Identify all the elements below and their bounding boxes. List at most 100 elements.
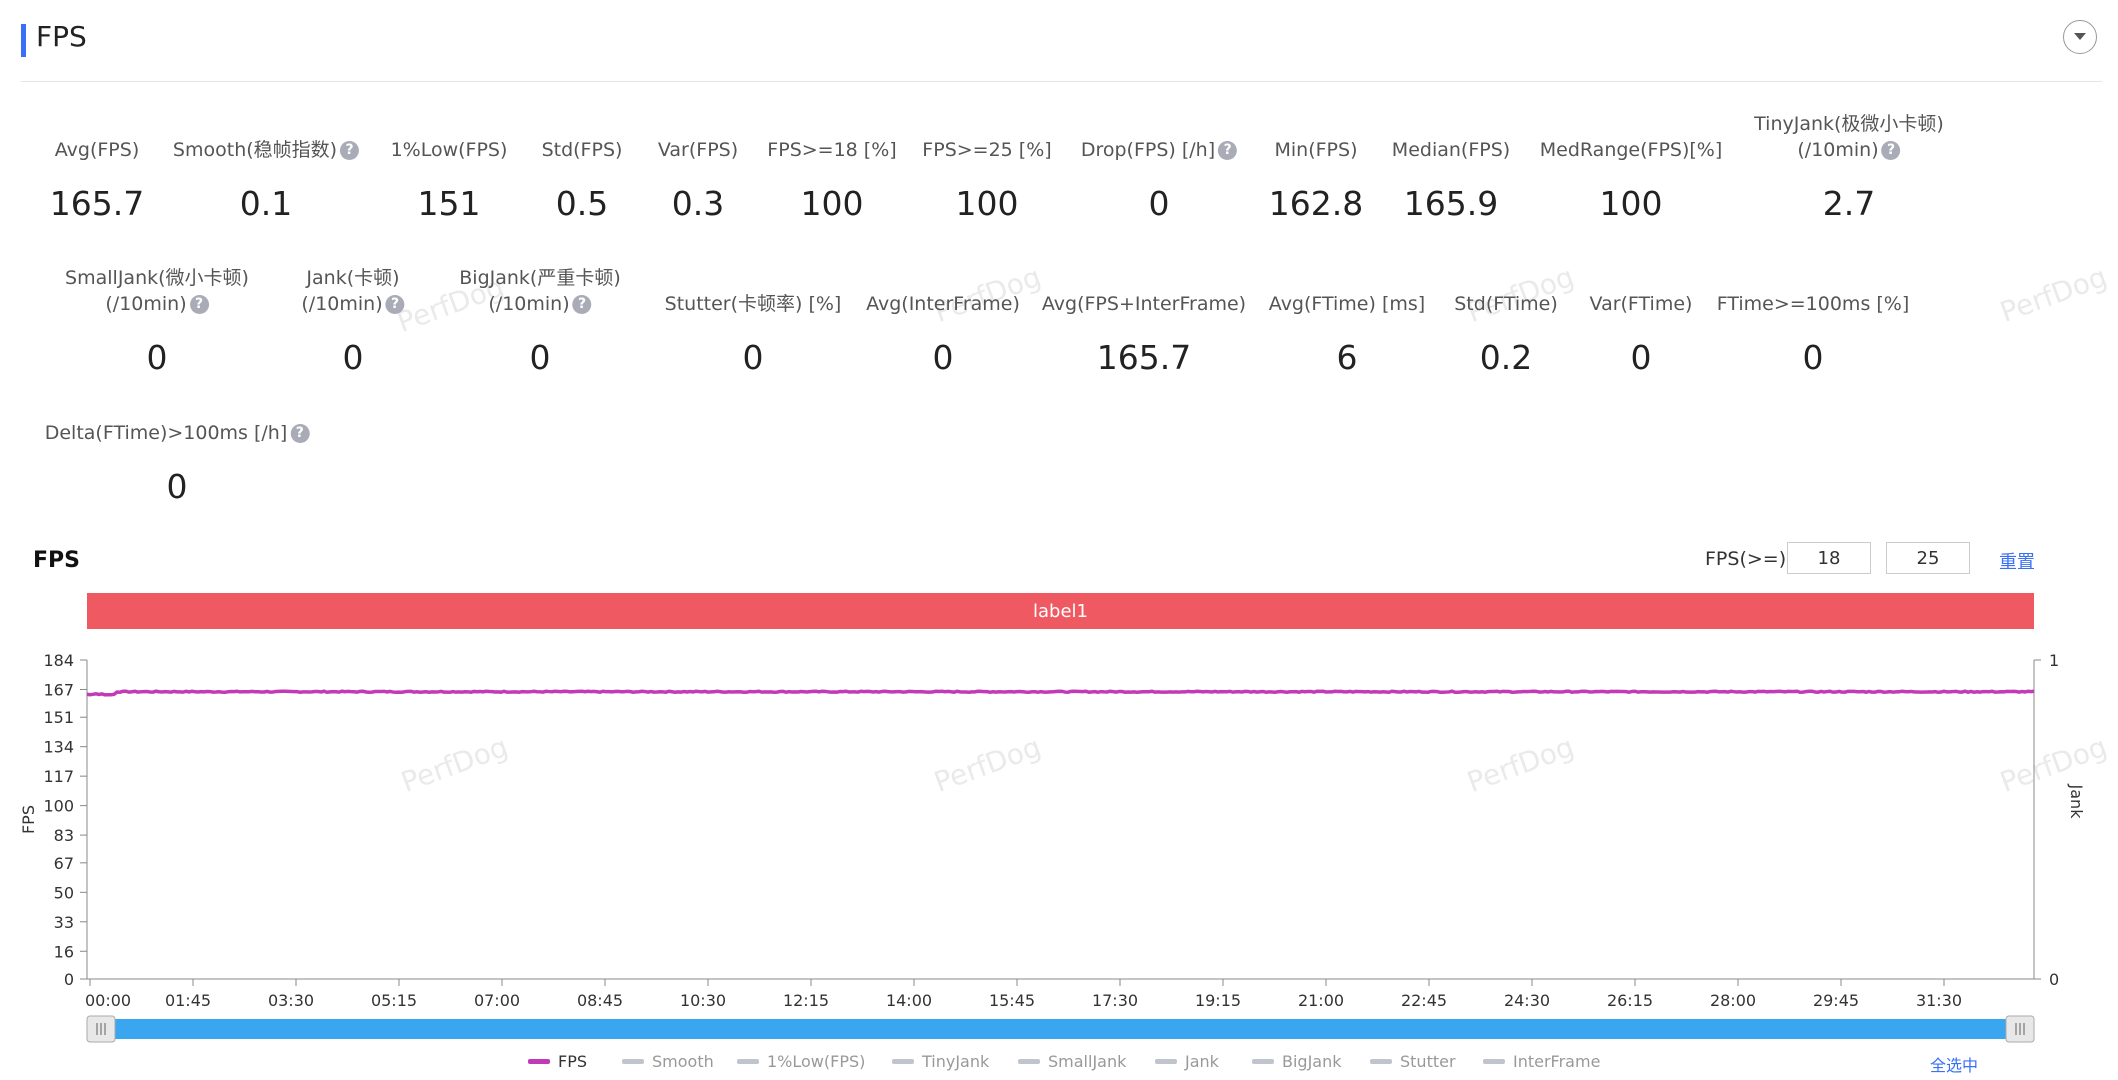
metric-label-text: FPS>=25 [%] <box>922 139 1052 161</box>
metric-label: Std(FTime) <box>1454 291 1558 317</box>
metric-value: 162.8 <box>1268 184 1364 223</box>
metric-value: 0.2 <box>1479 338 1533 377</box>
metric-label-text: FPS>=18 [%] <box>767 139 897 161</box>
legend-swatch <box>1018 1059 1040 1064</box>
y-tick-label: 184 <box>43 651 74 670</box>
metric-label-text: Var(FPS) <box>657 139 739 161</box>
help-icon[interactable]: ? <box>385 295 405 314</box>
legend-item-bigjank[interactable]: BigJank <box>1252 1052 1342 1071</box>
legend-label: TinyJank <box>922 1052 990 1071</box>
metric-label: Drop(FPS) [/h]? <box>1081 137 1238 163</box>
metric-value: 0.3 <box>671 184 725 223</box>
metric-label-unit: (/10min)? <box>65 291 249 317</box>
help-icon[interactable]: ? <box>290 424 310 443</box>
metric-value: 2.7 <box>1822 184 1876 223</box>
metric-label-text: Min(FPS) <box>1274 139 1358 161</box>
legend-item-fps[interactable]: FPS <box>528 1052 587 1071</box>
metric-label-unit-text: (/10min) <box>105 293 187 315</box>
legend-item-1-low-fps-[interactable]: 1%Low(FPS) <box>737 1052 865 1071</box>
y-tick-label: 16 <box>54 942 74 961</box>
metric-label: Avg(FPS+InterFrame) <box>1042 291 1246 317</box>
help-icon[interactable]: ? <box>340 141 360 160</box>
x-tick-label: 28:00 <box>1710 991 1756 1010</box>
y-axis-label: FPS <box>19 805 38 834</box>
metric-label-text: Std(FPS) <box>541 139 623 161</box>
fps-chart[interactable]: 0 16 33 50 67 83 100 117 134 151 167 184 0 1 FPS Jank 00… <box>0 640 2118 1080</box>
help-icon[interactable]: ? <box>1218 141 1238 160</box>
x-tick-label: 21:00 <box>1298 991 1344 1010</box>
watermark: PerfDog <box>1995 260 2112 329</box>
metric-label-text: MedRange(FPS)[%] <box>1539 139 1723 161</box>
y-tick-label: 100 <box>43 797 74 816</box>
chart-section-title: FPS <box>33 548 80 573</box>
metric-label: Delta(FTime)>100ms [/h]? <box>45 420 310 446</box>
legend-swatch <box>528 1059 550 1064</box>
metric-label: Smooth(稳帧指数)? <box>172 137 360 163</box>
metric-label-text: Median(FPS) <box>1391 139 1511 161</box>
metric-label-text: 1%Low(FPS) <box>390 139 508 161</box>
metric-value: 0 <box>742 338 764 377</box>
label-bar[interactable]: label1 <box>87 593 2034 629</box>
metric-label: Avg(InterFrame) <box>866 291 1020 317</box>
x-tick-label: 29:45 <box>1813 991 1859 1010</box>
y-tick-label: 50 <box>54 883 74 902</box>
legend-item-jank[interactable]: Jank <box>1155 1052 1219 1071</box>
select-all-link[interactable]: 全选中 <box>1930 1056 1979 1075</box>
y-tick-label: 134 <box>43 738 74 757</box>
legend-item-tinyjank[interactable]: TinyJank <box>892 1052 989 1071</box>
metric-label-text: Delta(FTime)>100ms [/h] <box>44 422 288 444</box>
legend-label: FPS <box>558 1052 588 1071</box>
metric-label-text: Jank(卡顿) <box>306 267 400 289</box>
collapse-button[interactable] <box>2063 20 2097 54</box>
fps-threshold-input-1[interactable] <box>1787 542 1871 574</box>
metric-label: Stutter(卡顿率) [%] <box>665 291 842 317</box>
metric-label: BigJank(严重卡顿) (/10min)? <box>459 265 621 317</box>
header-divider <box>21 81 2102 82</box>
metric-label-text: Var(FTime) <box>1589 293 1693 315</box>
metric-label: FTime>=100ms [%] <box>1717 291 1910 317</box>
x-tick-label: 15:45 <box>989 991 1035 1010</box>
legend-swatch <box>1370 1059 1392 1064</box>
metric-label-text: Smooth(稳帧指数) <box>172 139 338 161</box>
help-icon[interactable]: ? <box>572 295 592 314</box>
metric-value: 100 <box>800 184 864 223</box>
legend-label: Smooth <box>652 1052 714 1071</box>
metric-value: 0 <box>342 338 364 377</box>
legend-swatch <box>622 1059 644 1064</box>
metric-label-unit-text: (/10min) <box>488 293 570 315</box>
chevron-down-icon <box>2074 33 2086 40</box>
x-tick-label: 05:15 <box>371 991 417 1010</box>
y-tick-label: 83 <box>54 826 74 845</box>
legend-item-smooth[interactable]: Smooth <box>622 1052 714 1071</box>
metric-value: 165.9 <box>1403 184 1499 223</box>
metric-label: Std(FPS) <box>542 137 623 163</box>
metric-label: SmallJank(微小卡顿) (/10min)? <box>65 265 249 317</box>
legend-item-smalljank[interactable]: SmallJank <box>1018 1052 1126 1071</box>
y-tick-label: 117 <box>43 767 74 786</box>
help-icon[interactable]: ? <box>1881 141 1901 160</box>
help-icon[interactable]: ? <box>189 295 209 314</box>
metric-value: 0 <box>1630 338 1652 377</box>
metric-label-unit-text: (/10min) <box>301 293 383 315</box>
x-tick-label: 19:15 <box>1195 991 1241 1010</box>
metric-label-unit-text: (/10min) <box>1797 139 1879 161</box>
x-tick-label: 07:00 <box>474 991 520 1010</box>
fps-threshold-input-2[interactable] <box>1886 542 1970 574</box>
legend-item-stutter[interactable]: Stutter <box>1370 1052 1456 1071</box>
metric-value: 0.5 <box>555 184 609 223</box>
x-tick-label: 00:00 <box>85 991 131 1010</box>
metric-value: 165.7 <box>49 184 145 223</box>
metric-value: 0.1 <box>239 184 293 223</box>
reset-link[interactable]: 重置 <box>1999 552 2035 573</box>
zoom-slider-track[interactable] <box>87 1019 2034 1039</box>
legend-swatch <box>1483 1059 1505 1064</box>
legend-item-interframe[interactable]: InterFrame <box>1483 1052 1600 1071</box>
legend-swatch <box>1155 1059 1177 1064</box>
y2-tick-label: 1 <box>2049 651 2059 670</box>
y-tick-label: 67 <box>54 854 74 873</box>
x-tick-label: 01:45 <box>165 991 211 1010</box>
title-accent-bar <box>21 24 26 57</box>
metric-label-text: Avg(InterFrame) <box>866 293 1020 315</box>
fps-series-line[interactable] <box>86 689 2035 697</box>
y-tick-label: 33 <box>54 913 74 932</box>
